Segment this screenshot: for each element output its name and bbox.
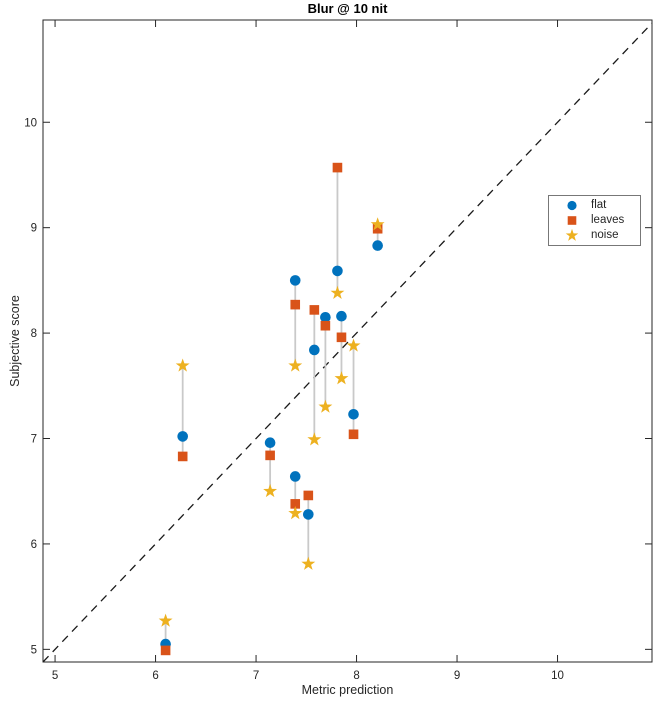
legend-item-leaves: leaves <box>549 213 640 228</box>
leaves-marker <box>290 299 301 310</box>
x-tick-label: 10 <box>551 670 564 682</box>
y-tick-label: 6 <box>31 539 37 551</box>
leaves-marker <box>336 332 347 343</box>
noise-marker <box>370 217 385 231</box>
leaves-marker <box>160 645 171 656</box>
legend-label-flat: flat <box>591 199 607 211</box>
leaves-marker <box>303 490 314 501</box>
legend: flat leaves noise <box>548 195 641 246</box>
leaves-legend-glyph <box>567 216 577 225</box>
x-tick-label: 8 <box>353 670 359 682</box>
noise-marker <box>288 506 303 520</box>
y-tick-label: 5 <box>31 644 37 656</box>
flat-marker <box>309 344 320 356</box>
legend-item-flat: flat <box>549 198 640 213</box>
flat-marker <box>289 275 301 286</box>
leaves-marker <box>290 499 301 509</box>
flat-marker <box>332 265 343 277</box>
flat-marker <box>372 240 383 251</box>
flat-marker-icon <box>567 200 577 211</box>
noise-marker <box>301 556 316 570</box>
flat-marker <box>264 437 276 449</box>
y-tick-label: 8 <box>31 328 37 340</box>
noise-marker <box>307 432 322 446</box>
noise-legend-glyph <box>565 228 579 241</box>
noise-marker <box>330 285 345 299</box>
flat-marker <box>177 431 188 442</box>
identity-line <box>43 22 652 662</box>
leaves-marker <box>309 305 320 315</box>
noise-marker <box>318 399 333 413</box>
leaves-marker <box>265 450 275 461</box>
leaves-marker <box>320 320 331 331</box>
noise-marker-icon <box>565 228 579 241</box>
leaves-marker <box>372 223 383 234</box>
x-axis-label: Metric prediction <box>301 683 394 697</box>
noise-marker <box>263 483 278 498</box>
leaves-marker <box>332 162 343 173</box>
x-tick-label: 5 <box>52 670 58 682</box>
x-tick-label: 7 <box>253 670 259 682</box>
chart-title: Blur @ 10 nit <box>307 1 388 16</box>
noise-marker <box>334 371 349 385</box>
noise-marker <box>288 358 303 372</box>
flat-marker <box>348 408 359 420</box>
leaves-marker <box>348 429 359 440</box>
legend-label-noise: noise <box>591 229 619 241</box>
legend-label-leaves: leaves <box>591 214 625 226</box>
y-axis-label: Subjective score <box>8 295 22 387</box>
y-tick-label: 9 <box>31 223 37 235</box>
leaves-marker <box>177 451 188 462</box>
flat-marker <box>289 471 301 482</box>
leaves-marker-icon <box>567 216 577 225</box>
flat-legend-glyph <box>567 200 577 211</box>
x-tick-label: 6 <box>152 670 158 682</box>
y-tick-label: 7 <box>31 434 37 446</box>
x-tick-label: 9 <box>454 670 460 682</box>
legend-item-noise: noise <box>549 228 640 243</box>
noise-marker <box>158 613 173 627</box>
flat-marker <box>336 310 347 322</box>
plot-box <box>42 19 653 663</box>
noise-marker <box>346 338 361 352</box>
flat-marker <box>303 509 314 520</box>
noise-marker <box>175 358 190 372</box>
y-tick-label: 10 <box>24 117 37 129</box>
flat-marker <box>320 311 331 323</box>
